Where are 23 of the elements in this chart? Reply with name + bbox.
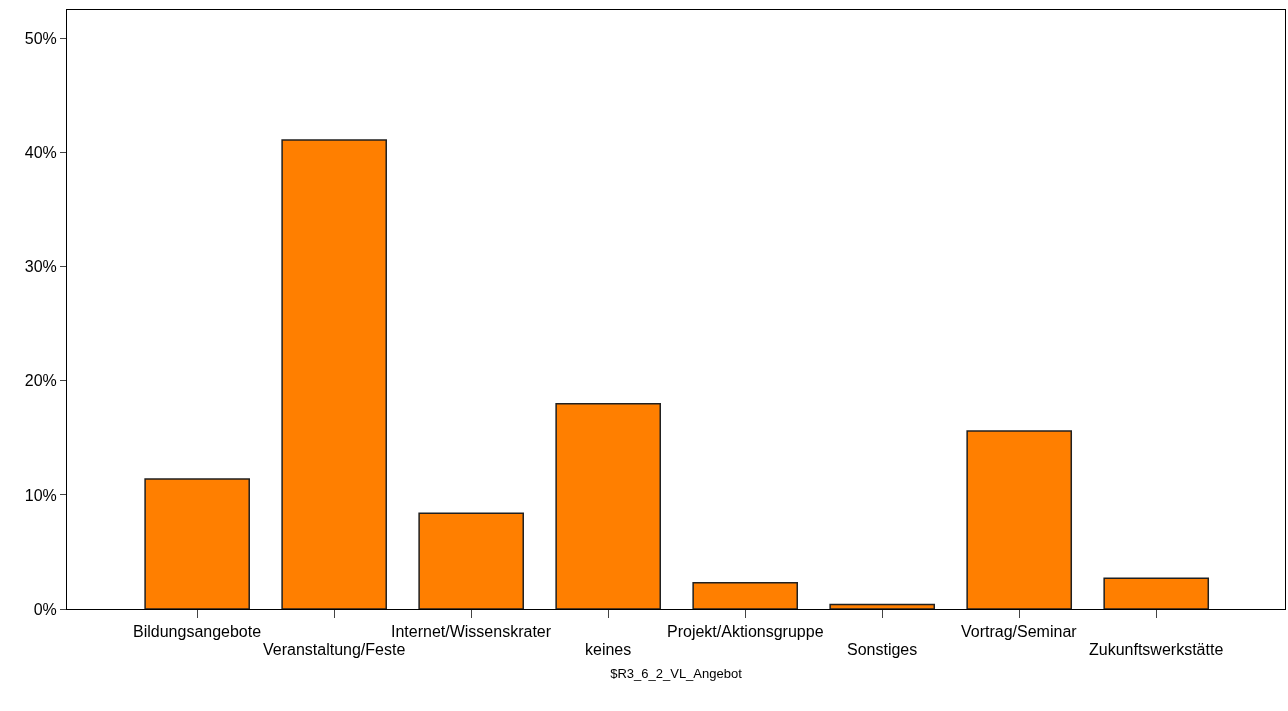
bar [144, 478, 250, 609]
bar [966, 430, 1073, 609]
x-axis-title: $R3_6_2_VL_Angebot [610, 665, 743, 681]
bar [1103, 577, 1210, 609]
x-tick-label: Veranstaltung/Feste [263, 641, 406, 658]
x-tick-label: Vortrag/Seminar [961, 623, 1078, 640]
bar [692, 582, 798, 609]
x-tick-label: Bildungsangebote [133, 623, 262, 640]
y-tick-label: 40% [24, 144, 57, 162]
x-tick-label: keines [585, 641, 632, 658]
bar [418, 512, 524, 609]
bar [555, 402, 661, 609]
x-tick-label: Projekt/Aktionsgruppe [667, 623, 824, 640]
bar [829, 603, 936, 609]
y-tick-label: 10% [24, 486, 57, 504]
y-tick-label: 50% [24, 30, 57, 48]
bar [281, 139, 387, 609]
y-tick-label: 30% [24, 258, 57, 276]
y-tick-label: 0% [33, 600, 57, 618]
x-tick-label: Sonstiges [847, 641, 918, 658]
x-tick-label: Zukunftswerkstätte [1089, 641, 1224, 658]
y-tick-label: 20% [24, 372, 57, 390]
x-tick-label: Internet/Wissenskrater [391, 623, 552, 640]
